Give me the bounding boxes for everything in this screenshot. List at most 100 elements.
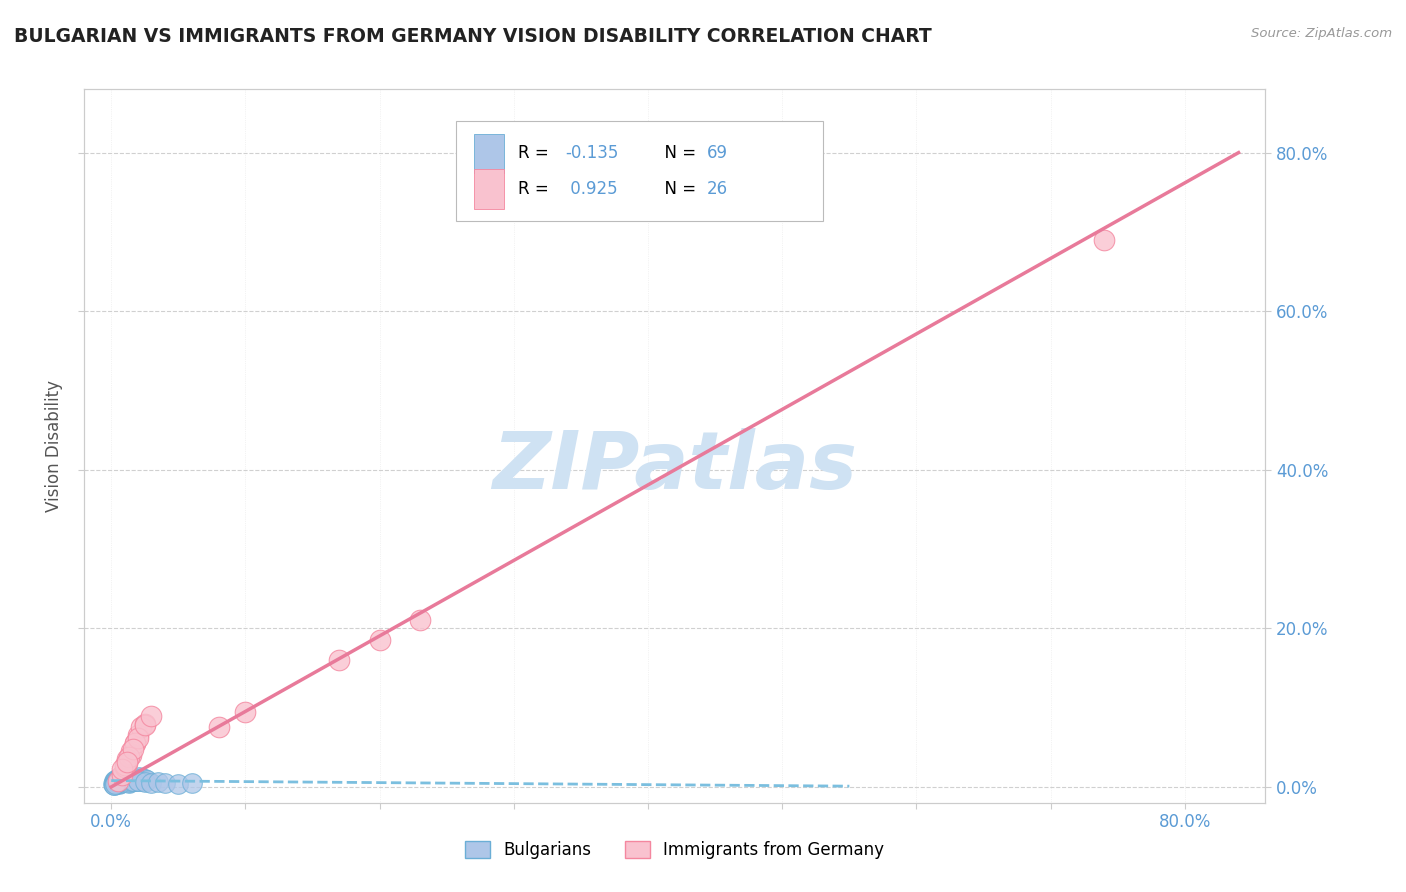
Point <box>107 775 129 789</box>
Point <box>114 760 136 774</box>
Point <box>167 777 190 791</box>
Text: -0.135: -0.135 <box>565 145 619 162</box>
Point <box>110 775 132 789</box>
Point <box>101 777 124 791</box>
Point <box>111 763 134 777</box>
Point <box>141 776 163 790</box>
Point <box>207 721 229 735</box>
Point <box>118 749 141 764</box>
Point <box>105 774 128 789</box>
Point <box>110 773 132 788</box>
Point <box>1092 233 1115 247</box>
Point <box>120 748 142 763</box>
Point <box>134 775 156 789</box>
Point <box>128 771 150 785</box>
Point <box>180 776 202 790</box>
Point <box>120 744 142 758</box>
Point <box>107 776 129 790</box>
Point <box>111 775 134 789</box>
Point <box>115 774 138 789</box>
Point <box>104 775 127 789</box>
Point <box>112 772 135 786</box>
Point <box>134 716 156 731</box>
Legend: Bulgarians, Immigrants from Germany: Bulgarians, Immigrants from Germany <box>458 834 891 866</box>
Point <box>107 773 129 788</box>
Point <box>127 728 149 742</box>
Point <box>121 742 143 756</box>
Text: 0.925: 0.925 <box>565 180 617 198</box>
Point <box>127 731 149 745</box>
Point <box>131 771 153 785</box>
Point <box>104 772 127 787</box>
Text: N =: N = <box>654 180 702 198</box>
Point <box>127 774 149 789</box>
Point <box>121 772 143 787</box>
Bar <box>474 134 503 173</box>
Text: 69: 69 <box>707 145 728 162</box>
Text: ZIPatlas: ZIPatlas <box>492 428 858 507</box>
Point <box>117 756 139 771</box>
Point <box>121 773 143 788</box>
Point <box>111 774 134 789</box>
Point <box>114 771 136 785</box>
Point <box>118 776 141 790</box>
Point <box>107 774 129 789</box>
Point <box>118 775 141 789</box>
Point <box>120 771 142 785</box>
Point <box>103 778 125 792</box>
Point <box>114 773 136 788</box>
Point <box>153 776 176 790</box>
Point <box>111 768 134 782</box>
Point <box>368 633 391 648</box>
Point <box>104 776 127 790</box>
Point <box>409 614 432 628</box>
Point <box>141 708 163 723</box>
Point <box>114 773 136 788</box>
Point <box>108 777 131 791</box>
Point <box>110 776 132 790</box>
Point <box>136 772 159 787</box>
Point <box>111 774 134 789</box>
Text: R =: R = <box>517 145 554 162</box>
Point <box>120 774 142 789</box>
Point <box>129 721 152 735</box>
Point <box>104 775 127 789</box>
Point <box>125 772 148 786</box>
Point <box>114 757 136 772</box>
Point <box>124 736 146 750</box>
Point <box>124 736 146 750</box>
Point <box>105 776 128 790</box>
Point <box>118 773 141 788</box>
FancyBboxPatch shape <box>457 121 823 221</box>
Y-axis label: Vision Disability: Vision Disability <box>45 380 63 512</box>
Point <box>104 777 127 791</box>
Point <box>105 775 128 789</box>
Text: BULGARIAN VS IMMIGRANTS FROM GERMANY VISION DISABILITY CORRELATION CHART: BULGARIAN VS IMMIGRANTS FROM GERMANY VIS… <box>14 27 932 45</box>
Text: 26: 26 <box>707 180 728 198</box>
Point <box>110 772 132 787</box>
Point <box>117 775 139 789</box>
Point <box>108 771 131 785</box>
Point <box>117 770 139 784</box>
Point <box>103 778 125 792</box>
Bar <box>474 169 503 209</box>
Text: N =: N = <box>654 145 702 162</box>
Point <box>117 755 139 769</box>
Point <box>108 776 131 790</box>
Point <box>103 776 125 790</box>
Point <box>104 777 127 791</box>
Point <box>129 772 152 787</box>
Point <box>122 771 145 785</box>
Point <box>115 774 138 789</box>
Point <box>112 772 135 787</box>
Text: R =: R = <box>517 180 554 198</box>
Point <box>111 768 134 782</box>
Point <box>132 774 155 789</box>
Point <box>112 774 135 789</box>
Point <box>105 772 128 786</box>
Point <box>105 776 128 790</box>
Point <box>117 752 139 766</box>
Point <box>235 705 257 719</box>
Point <box>127 773 149 788</box>
Point <box>104 773 127 788</box>
